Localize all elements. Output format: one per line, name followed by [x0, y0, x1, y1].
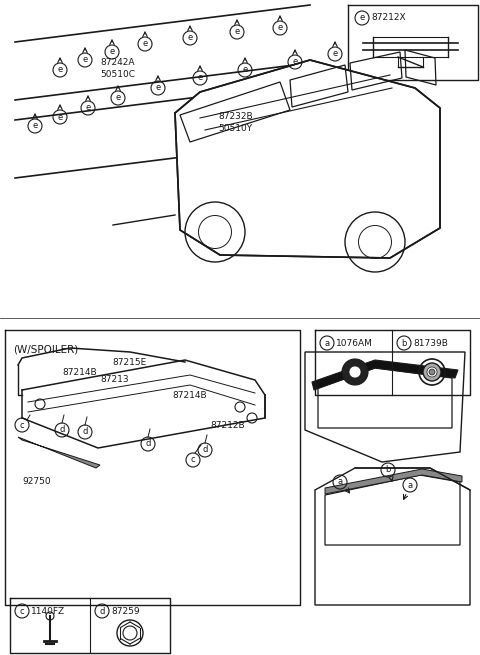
Text: e: e [360, 14, 365, 22]
Text: b: b [385, 466, 391, 474]
Text: d: d [60, 426, 65, 434]
Polygon shape [18, 437, 100, 468]
Text: d: d [145, 440, 151, 449]
Text: e: e [115, 94, 120, 102]
Text: b: b [401, 339, 407, 348]
Text: 87215E: 87215E [112, 358, 146, 367]
Text: (W/SPOILER): (W/SPOILER) [13, 344, 78, 354]
Text: 87259: 87259 [111, 607, 140, 616]
Text: c: c [20, 421, 24, 430]
Polygon shape [325, 469, 462, 494]
Text: 87232B
50510Y: 87232B 50510Y [218, 112, 252, 133]
Text: c: c [20, 607, 24, 616]
Circle shape [349, 366, 361, 378]
Text: a: a [324, 339, 330, 348]
Polygon shape [175, 60, 440, 258]
Text: e: e [332, 50, 337, 58]
Text: 1140FZ: 1140FZ [31, 607, 65, 616]
Text: 87214B: 87214B [172, 391, 206, 400]
Text: e: e [197, 73, 203, 83]
Text: 87213: 87213 [100, 375, 129, 384]
Circle shape [429, 369, 435, 375]
Text: c: c [191, 455, 195, 464]
Text: e: e [156, 83, 161, 92]
Text: d: d [99, 607, 105, 616]
Text: e: e [234, 28, 240, 37]
Text: 87242A
50510C: 87242A 50510C [100, 58, 135, 79]
Text: 81739B: 81739B [413, 339, 448, 348]
Circle shape [342, 359, 368, 385]
Text: 87212B: 87212B [210, 421, 245, 430]
Text: e: e [58, 113, 62, 121]
Text: 1076AM: 1076AM [336, 339, 373, 348]
Polygon shape [312, 360, 458, 390]
Circle shape [423, 363, 441, 381]
Text: e: e [58, 66, 62, 75]
Circle shape [427, 367, 437, 377]
Text: e: e [143, 39, 148, 48]
Text: d: d [202, 445, 208, 455]
Text: e: e [109, 48, 115, 56]
Text: e: e [32, 121, 37, 130]
Text: e: e [292, 58, 298, 67]
Text: e: e [187, 33, 192, 43]
Text: d: d [82, 428, 88, 436]
Text: 87212X: 87212X [371, 14, 406, 22]
Text: e: e [83, 56, 88, 64]
Text: 92750: 92750 [22, 477, 50, 486]
Text: a: a [337, 477, 343, 487]
Text: e: e [85, 103, 91, 113]
Text: 87214B: 87214B [62, 368, 96, 377]
Text: a: a [408, 481, 413, 489]
Text: e: e [242, 66, 248, 75]
Text: e: e [277, 24, 283, 33]
